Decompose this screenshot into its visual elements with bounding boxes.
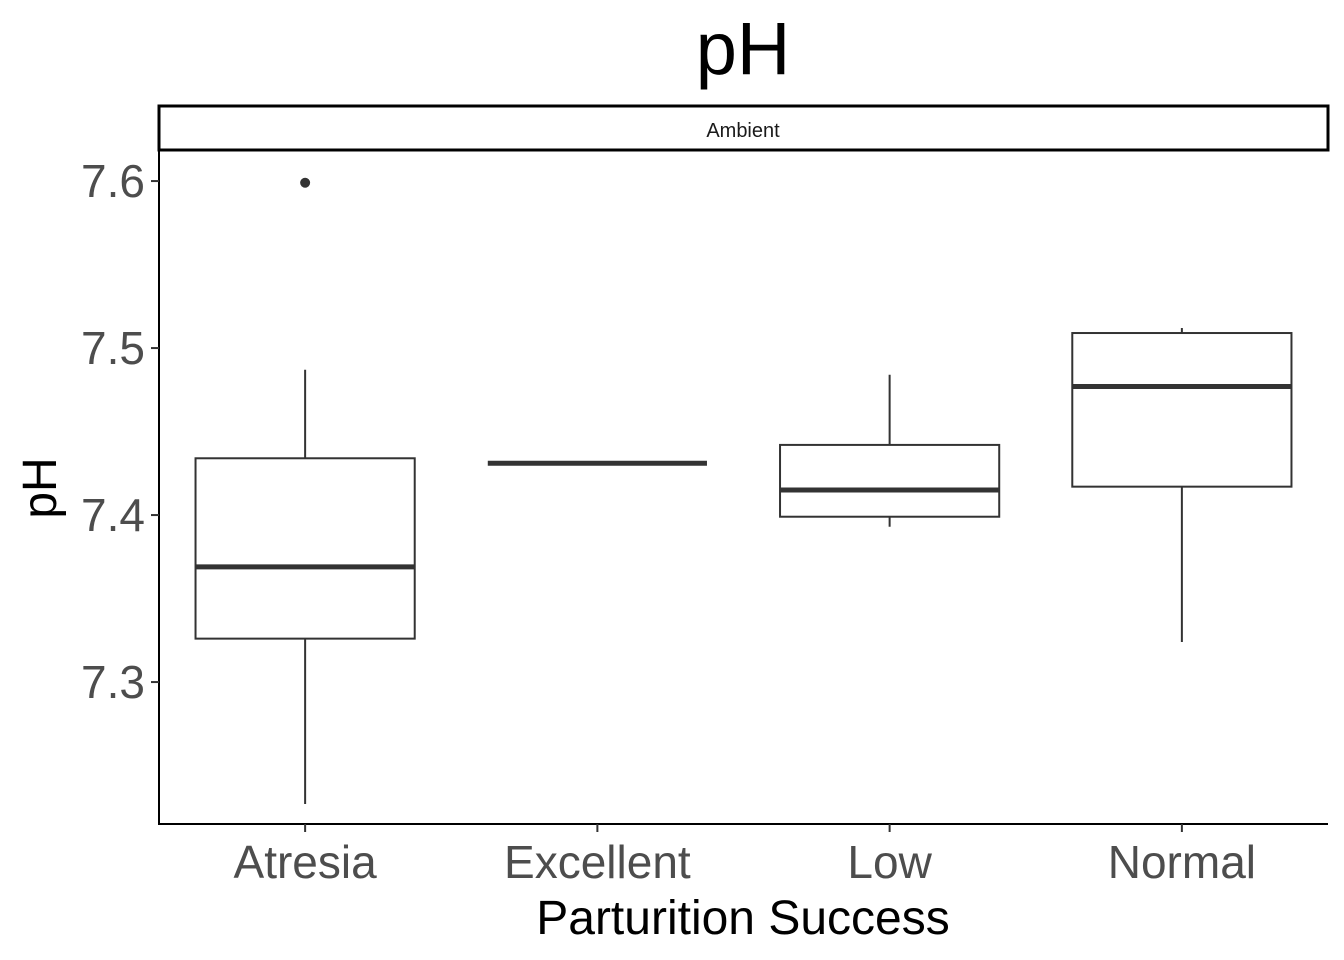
x-tick-label: Low bbox=[847, 836, 932, 888]
chart-title: pH bbox=[696, 7, 791, 90]
y-axis-title: pH bbox=[14, 457, 67, 518]
outlier-point bbox=[300, 177, 311, 188]
x-tick-label: Atresia bbox=[234, 836, 378, 888]
facet-label: Ambient bbox=[706, 120, 780, 142]
x-tick-label: Normal bbox=[1108, 836, 1256, 888]
iqr-box bbox=[1071, 332, 1293, 488]
plot-panel bbox=[194, 177, 1293, 804]
y-tick-label: 7.6 bbox=[81, 155, 145, 207]
box-normal bbox=[1071, 328, 1293, 642]
y-tick-label: 7.4 bbox=[81, 489, 145, 541]
box-atresia bbox=[194, 177, 416, 804]
box-low bbox=[779, 374, 1001, 527]
facet-strip bbox=[157, 104, 1330, 152]
y-tick-label: 7.5 bbox=[81, 322, 145, 374]
iqr-box bbox=[779, 443, 1001, 518]
x-axis-title: Parturition Success bbox=[536, 892, 950, 945]
x-tick-label: Excellent bbox=[504, 836, 691, 888]
iqr-box bbox=[194, 457, 416, 640]
y-tick-label: 7.3 bbox=[81, 656, 145, 708]
x-axis-ticks: Atresia Excellent Low Normal bbox=[234, 824, 1256, 888]
y-axis-ticks: 7.3 7.4 7.5 7.6 bbox=[81, 155, 159, 708]
